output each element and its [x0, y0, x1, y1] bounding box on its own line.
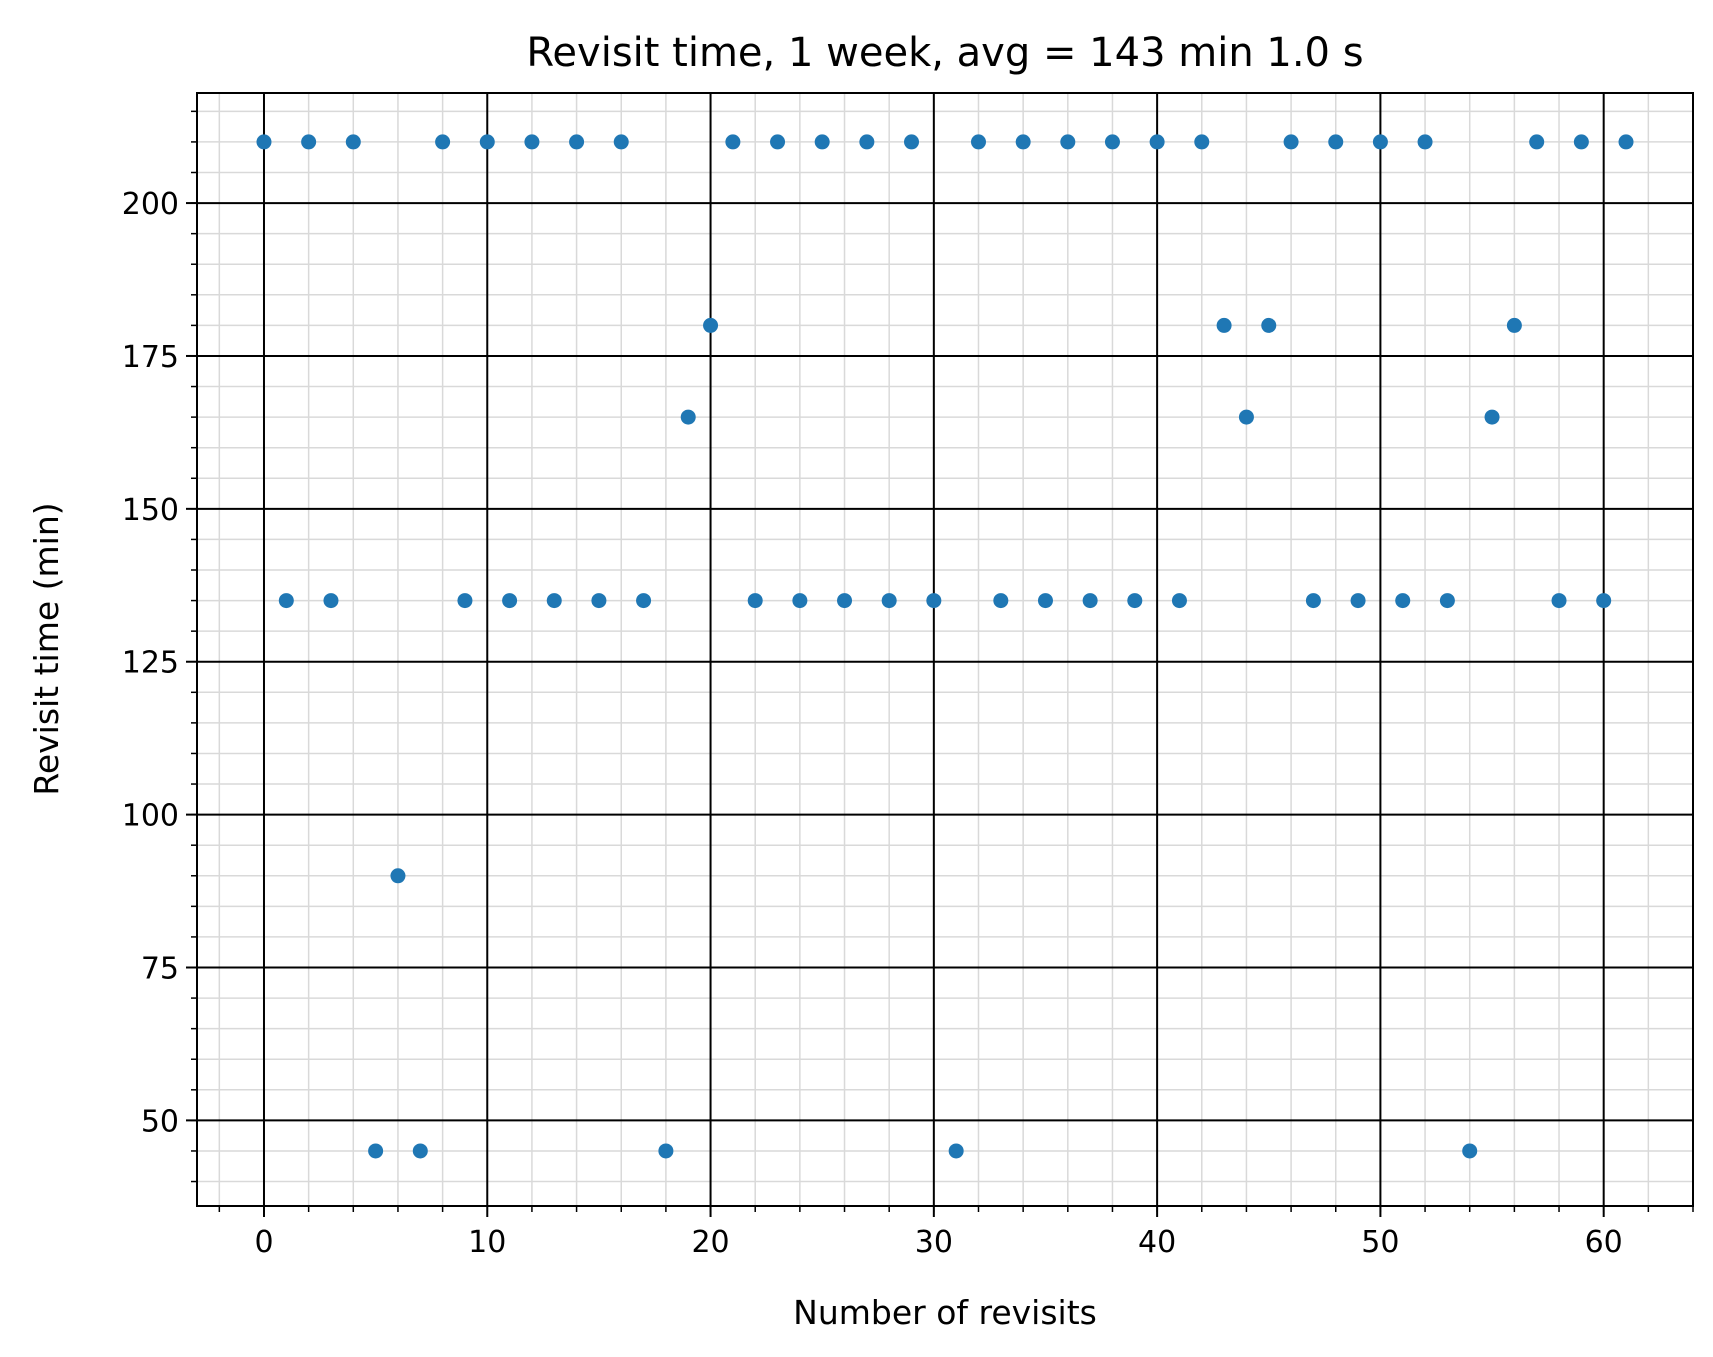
- data-point: [747, 593, 763, 609]
- data-point: [301, 134, 317, 150]
- data-point: [1060, 134, 1076, 150]
- data-point: [569, 134, 585, 150]
- data-point: [1305, 593, 1321, 609]
- data-point: [1127, 593, 1143, 609]
- data-point: [546, 593, 562, 609]
- data-point: [948, 1143, 964, 1159]
- data-point: [368, 1143, 384, 1159]
- data-point: [1573, 134, 1589, 150]
- data-point: [323, 593, 339, 609]
- data-point: [457, 593, 473, 609]
- x-tick-label: 20: [691, 1225, 729, 1260]
- x-tick-label: 30: [915, 1225, 953, 1260]
- plot-frame: [196, 92, 1694, 1207]
- data-point: [502, 593, 518, 609]
- y-tick-label: 125: [122, 646, 179, 681]
- data-point: [278, 593, 294, 609]
- data-point: [792, 593, 808, 609]
- data-point: [703, 317, 719, 333]
- data-point: [1149, 134, 1165, 150]
- data-point: [636, 593, 652, 609]
- data-point: [1506, 317, 1522, 333]
- data-point: [1261, 317, 1277, 333]
- data-point: [1417, 134, 1433, 150]
- y-tick-label: 100: [122, 799, 179, 834]
- data-point: [993, 593, 1009, 609]
- major-grid: [197, 93, 1693, 1206]
- data-point: [881, 593, 897, 609]
- x-tick-label: 40: [1138, 1225, 1176, 1260]
- data-point: [524, 134, 540, 150]
- x-tick-label: 60: [1585, 1225, 1623, 1260]
- data-point: [1484, 409, 1500, 425]
- y-axis-label: Revisit time (min): [27, 502, 66, 795]
- data-point: [345, 134, 361, 150]
- data-point: [859, 134, 875, 150]
- y-tick-label: 175: [122, 340, 179, 375]
- data-point: [1082, 593, 1098, 609]
- data-point: [1171, 593, 1187, 609]
- data-point: [1328, 134, 1344, 150]
- data-point: [1037, 593, 1053, 609]
- data-point: [256, 134, 272, 150]
- data-point: [658, 1143, 674, 1159]
- x-tick-label: 10: [468, 1225, 506, 1260]
- data-point: [814, 134, 830, 150]
- data-point: [390, 868, 406, 884]
- data-point: [1216, 317, 1232, 333]
- data-point: [1015, 134, 1031, 150]
- data-point: [1439, 593, 1455, 609]
- data-point: [970, 134, 986, 150]
- x-tick-label: 50: [1361, 1225, 1399, 1260]
- minor-grid: [197, 93, 1694, 1206]
- data-point: [1551, 593, 1567, 609]
- data-point: [1529, 134, 1545, 150]
- data-point: [479, 134, 495, 150]
- data-point: [1372, 134, 1388, 150]
- x-axis-label: Number of revisits: [793, 1293, 1097, 1332]
- data-point: [926, 593, 942, 609]
- data-point: [725, 134, 741, 150]
- data-point: [613, 134, 629, 150]
- data-point: [1395, 593, 1411, 609]
- data-point: [1283, 134, 1299, 150]
- y-tick-label: 75: [141, 952, 179, 987]
- data-point: [591, 593, 607, 609]
- data-points: [256, 134, 1634, 1159]
- data-point: [1618, 134, 1634, 150]
- chart-title: Revisit time, 1 week, avg = 143 min 1.0 …: [526, 30, 1363, 76]
- data-point: [770, 134, 786, 150]
- data-point: [680, 409, 696, 425]
- y-tick-label: 50: [141, 1104, 179, 1139]
- axis-ticks: 0 10 20 30 40 50 60 50 75 100 125 150 175 200: [122, 110, 1694, 1260]
- data-point: [1104, 134, 1120, 150]
- x-tick-label: 0: [254, 1225, 273, 1260]
- data-point: [1596, 593, 1612, 609]
- data-point: [1194, 134, 1210, 150]
- data-point: [1350, 593, 1366, 609]
- data-point: [837, 593, 853, 609]
- data-point: [1462, 1143, 1478, 1159]
- y-tick-label: 150: [122, 493, 179, 528]
- y-tick-label: 200: [122, 187, 179, 222]
- data-point: [435, 134, 451, 150]
- data-point: [412, 1143, 428, 1159]
- data-point: [1238, 409, 1254, 425]
- data-point: [904, 134, 920, 150]
